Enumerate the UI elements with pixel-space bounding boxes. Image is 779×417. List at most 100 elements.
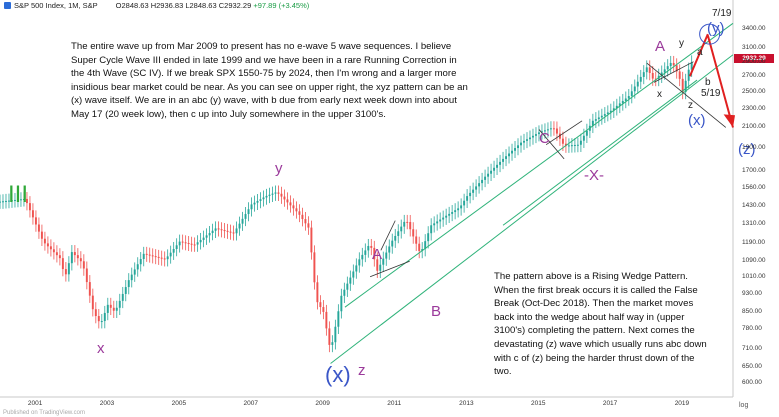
- candle-body: [666, 66, 669, 70]
- candle-body: [573, 144, 576, 146]
- candle-body: [606, 112, 609, 115]
- candle-body: [247, 209, 250, 215]
- chart-header: S&P 500 Index, 1M, S&P O2848.63 H2936.83 …: [4, 1, 309, 10]
- candle-body: [280, 193, 283, 197]
- candle-body: [472, 189, 475, 193]
- candle-body: [582, 135, 585, 141]
- y-tick-label: 1010.00: [742, 272, 766, 280]
- candle-body: [43, 238, 46, 244]
- wave-label-z: z: [358, 362, 366, 379]
- candle-body: [217, 228, 220, 230]
- candle-body: [603, 114, 606, 116]
- candle-body: [256, 200, 259, 203]
- candle-body: [490, 170, 493, 174]
- x-tick-label: 2013: [459, 400, 474, 407]
- wave-label-z2: z: [688, 100, 693, 111]
- candle-body: [546, 129, 549, 131]
- candle-body: [630, 91, 633, 97]
- candle-body: [624, 98, 627, 101]
- y-tick-label: 1090.00: [742, 257, 766, 265]
- candle-body: [121, 293, 124, 301]
- candle-body: [130, 274, 133, 281]
- candle-body: [268, 194, 271, 196]
- candle-body: [370, 245, 373, 248]
- candle-body: [322, 307, 325, 312]
- candle-body: [166, 256, 169, 260]
- wave-label-C1: C: [539, 130, 550, 147]
- scale-toggle[interactable]: log: [739, 402, 749, 409]
- candle-body: [618, 103, 621, 106]
- candle-body: [124, 287, 127, 294]
- candle-body: [627, 96, 630, 99]
- candle-body: [145, 253, 148, 255]
- candle-body: [100, 321, 103, 323]
- candle-body: [226, 230, 229, 232]
- candle-body: [64, 269, 67, 275]
- candle-body: [22, 198, 25, 200]
- y-tick-label: 1700.00: [742, 166, 766, 174]
- trend-line: [369, 260, 410, 278]
- candle-body: [109, 304, 112, 308]
- candle-body: [37, 224, 40, 232]
- candle-body: [199, 239, 202, 243]
- y-tick-label: 1190.00: [742, 239, 766, 247]
- candle-body: [184, 242, 187, 244]
- last-price-badge: 2932.29: [734, 54, 774, 64]
- candle-body: [484, 176, 487, 180]
- low-value: L2848.63: [185, 1, 217, 10]
- x-tick-label: 2015: [530, 400, 546, 407]
- projection-arrow-up: [688, 33, 709, 77]
- candle-body: [352, 271, 355, 278]
- candle-body: [466, 196, 469, 201]
- candle-body: [487, 173, 490, 177]
- candle-body: [208, 233, 211, 236]
- candle-body: [205, 235, 208, 238]
- candle-body: [433, 223, 436, 226]
- candle-body: [496, 164, 499, 168]
- candle-body: [526, 139, 528, 141]
- candle-body: [636, 81, 639, 87]
- candle-body: [88, 282, 91, 296]
- candle-body: [286, 199, 289, 203]
- candle-body: [52, 249, 55, 253]
- candle-body: [115, 307, 118, 311]
- wave-label-z-paren: (z): [738, 141, 756, 158]
- candle-body: [394, 235, 397, 241]
- date-label-5-19: 5/19: [701, 88, 721, 99]
- candle-body: [669, 62, 672, 67]
- candle-body: [499, 161, 502, 165]
- target-circle: [699, 23, 721, 45]
- candle-body: [139, 259, 142, 265]
- candle-body: [412, 229, 415, 237]
- candle-body: [307, 223, 310, 228]
- candle-body: [639, 76, 642, 82]
- candle-body: [19, 199, 22, 201]
- candle-body: [505, 156, 508, 159]
- y-tick-label: 600.00: [742, 378, 762, 386]
- candle-body: [442, 217, 445, 220]
- candle-body: [400, 226, 403, 232]
- candle-body: [34, 217, 37, 225]
- candle-body: [31, 210, 34, 218]
- annotation-top: The entire wave up from Mar 2009 to pres…: [71, 41, 468, 120]
- candle-body: [85, 268, 88, 283]
- candle-body: [609, 110, 612, 113]
- candle-body: [391, 240, 394, 247]
- candle-body: [238, 223, 241, 229]
- candle-body: [594, 119, 597, 121]
- x-tick-label: 2001: [27, 400, 43, 407]
- candle-body: [517, 145, 519, 149]
- candle-body: [181, 241, 184, 243]
- projection-arrow-down: [706, 35, 734, 128]
- candle-body: [13, 199, 16, 201]
- wave-label-b: b: [705, 77, 711, 88]
- candle-body: [97, 316, 100, 322]
- wave-label-B1: B: [431, 303, 442, 320]
- candle-body: [331, 342, 334, 345]
- candle-body: [537, 132, 540, 135]
- candle-body: [40, 231, 43, 239]
- candle-body: [451, 212, 454, 214]
- candle-body: [346, 283, 349, 290]
- candle-body: [475, 186, 478, 190]
- y-tick-label: 3100.00: [742, 44, 766, 52]
